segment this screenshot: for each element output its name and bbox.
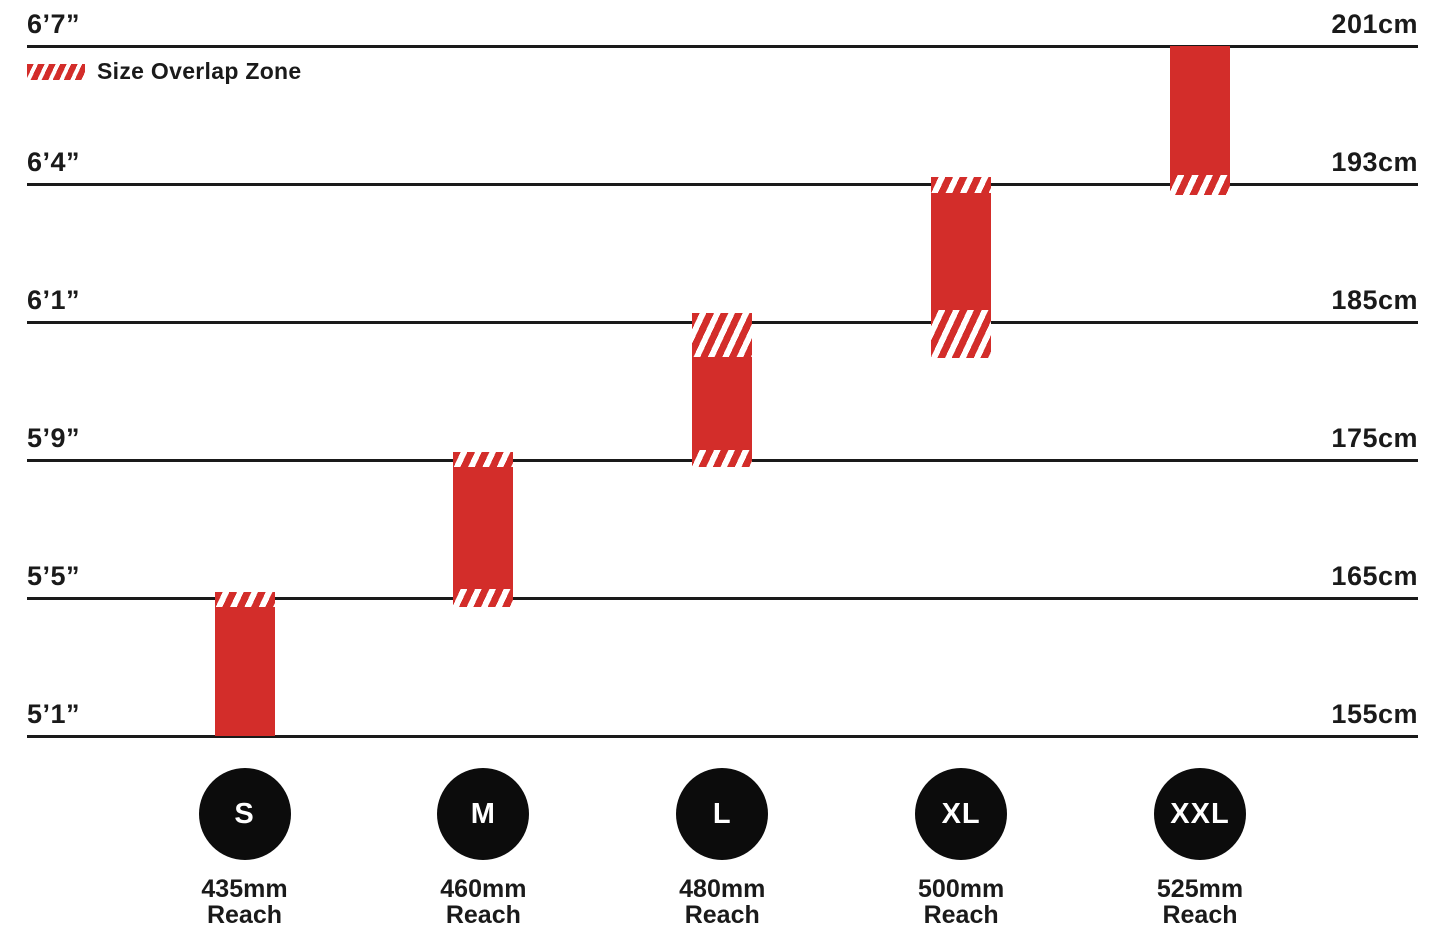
size-circle-xxl: XXL bbox=[1154, 768, 1246, 860]
height-gridline bbox=[27, 183, 1418, 186]
size-bar-overlap-hatch bbox=[453, 451, 514, 468]
size-circle-label: XL bbox=[941, 797, 981, 830]
imperial-height-label: 6’1” bbox=[27, 285, 81, 315]
legend-label: Size Overlap Zone bbox=[97, 58, 302, 84]
metric-height-label: 201cm bbox=[1331, 9, 1418, 39]
size-bar-overlap-hatch bbox=[692, 313, 753, 358]
reach-label: 525mm Reach bbox=[1090, 876, 1310, 928]
reach-word: Reach bbox=[206, 901, 283, 929]
size-circle-l: L bbox=[676, 768, 769, 860]
size-bar-solid-range bbox=[214, 606, 275, 736]
metric-height-label: 165cm bbox=[1331, 561, 1418, 591]
reach-value: 500mm bbox=[918, 875, 1005, 903]
reach-word: Reach bbox=[684, 901, 760, 929]
reach-value: 480mm bbox=[679, 875, 766, 903]
metric-height-label: 185cm bbox=[1331, 285, 1418, 315]
height-gridline bbox=[27, 45, 1418, 48]
size-bar-solid-range bbox=[931, 192, 992, 310]
imperial-height-label: 5’1” bbox=[27, 699, 81, 729]
height-gridline bbox=[27, 735, 1418, 738]
imperial-height-label: 6’7” bbox=[27, 9, 81, 39]
size-bar-solid-range bbox=[453, 467, 514, 590]
size-bar-overlap-hatch bbox=[931, 176, 992, 193]
size-circle-label: XXL bbox=[1170, 797, 1230, 830]
reach-label: 460mm Reach bbox=[373, 876, 593, 928]
metric-height-label: 193cm bbox=[1331, 147, 1418, 177]
reach-label: 435mm Reach bbox=[135, 876, 355, 928]
imperial-height-label: 5’5” bbox=[27, 561, 81, 591]
overlap-hatch-swatch-icon bbox=[27, 63, 85, 80]
imperial-height-label: 6’4” bbox=[27, 147, 81, 177]
height-gridline bbox=[27, 597, 1418, 600]
metric-height-label: 175cm bbox=[1331, 423, 1418, 453]
reach-value: 460mm bbox=[440, 875, 527, 903]
size-bar-overlap-hatch bbox=[692, 450, 753, 468]
size-circle-m: M bbox=[437, 768, 530, 860]
legend: Size Overlap Zone bbox=[27, 58, 302, 85]
size-bar-solid-range bbox=[692, 357, 753, 451]
imperial-height-label: 5’9” bbox=[27, 423, 81, 453]
reach-label: 500mm Reach bbox=[851, 876, 1071, 928]
size-circle-label: M bbox=[470, 797, 496, 830]
reach-word: Reach bbox=[1162, 901, 1238, 929]
size-bar-overlap-hatch bbox=[453, 589, 514, 607]
size-circle-label: S bbox=[234, 797, 255, 830]
metric-height-label: 155cm bbox=[1331, 699, 1418, 729]
size-bar-overlap-hatch bbox=[214, 592, 275, 607]
reach-value: 435mm bbox=[201, 875, 288, 903]
size-circle-s: S bbox=[198, 768, 291, 860]
reach-value: 525mm bbox=[1156, 875, 1244, 903]
size-circle-xl: XL bbox=[915, 768, 1008, 860]
size-bar-overlap-hatch bbox=[1170, 175, 1230, 196]
size-bar-solid-range bbox=[1170, 46, 1230, 176]
reach-label: 480mm Reach bbox=[612, 876, 832, 928]
reach-word: Reach bbox=[445, 901, 521, 929]
size-circle-label: L bbox=[712, 797, 732, 830]
size-bar-overlap-hatch bbox=[931, 309, 992, 358]
reach-word: Reach bbox=[923, 901, 999, 929]
